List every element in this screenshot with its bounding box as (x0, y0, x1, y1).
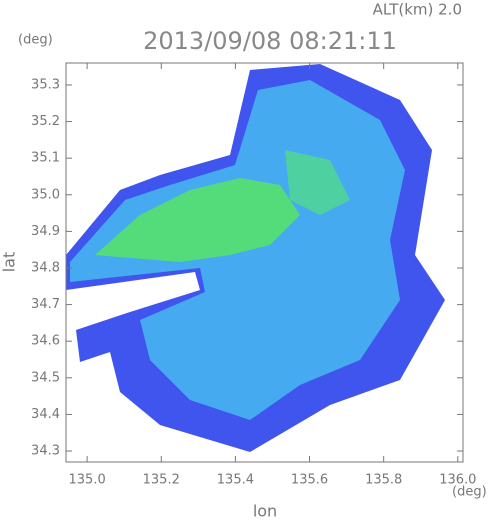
y-tick-label: 34.6 (31, 334, 60, 349)
x-tick-label: 136.0 (439, 473, 476, 488)
y-unit: (deg) (18, 33, 53, 48)
plot-frame (65, 62, 464, 463)
x-tick-label: 135.0 (69, 473, 106, 488)
x-unit: (deg) (452, 485, 487, 500)
y-tick-label: 35.3 (31, 77, 60, 92)
y-tick-label: 34.5 (31, 370, 60, 385)
y-tick-label: 35.2 (31, 114, 60, 129)
x-axis-label: lon (253, 502, 277, 521)
y-axis-label: lat (0, 252, 19, 273)
x-tick-label: 135.6 (291, 473, 328, 488)
x-tick-label: 135.4 (217, 473, 254, 488)
y-tick-label: 34.3 (31, 444, 60, 459)
radar-field (66, 64, 445, 452)
chart-title: 2013/09/08 08:21:11 (143, 27, 397, 55)
y-tick-label: 34.9 (31, 224, 60, 239)
y-tick-label: 34.4 (31, 407, 60, 422)
altitude-label: ALT(km) 2.0 (373, 1, 462, 19)
x-tick-label: 135.2 (143, 473, 180, 488)
y-tick-label: 35.1 (31, 151, 60, 166)
y-tick-label: 35.0 (31, 187, 60, 202)
y-tick-label: 34.8 (31, 260, 60, 275)
y-tick-label: 34.7 (31, 297, 60, 312)
x-tick-label: 135.8 (365, 473, 402, 488)
